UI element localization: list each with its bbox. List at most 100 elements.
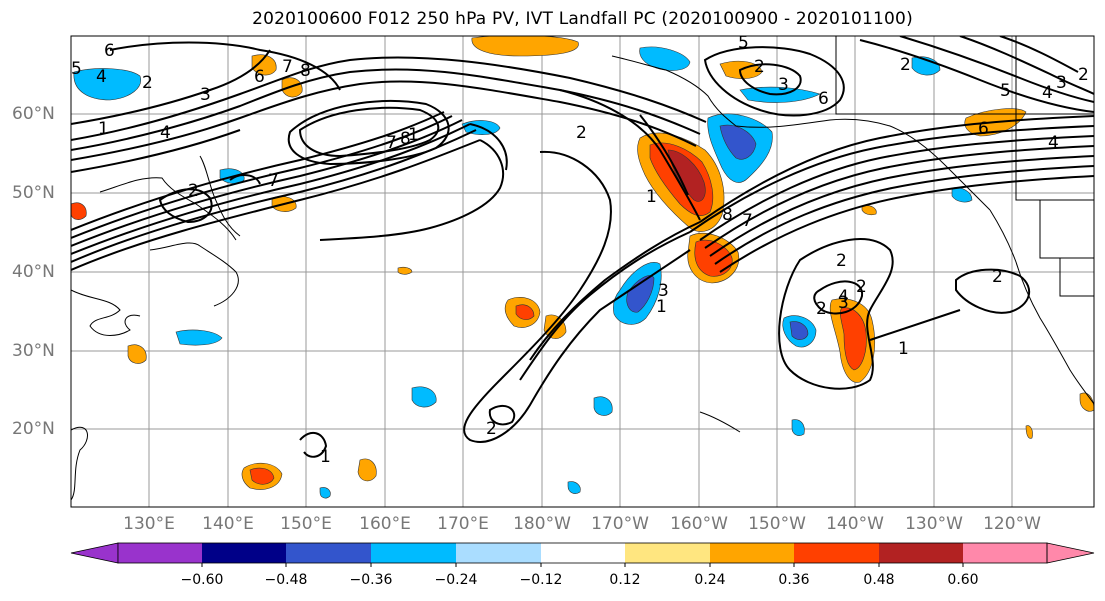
negative-patch (73, 68, 141, 101)
contour-label: 7 (282, 57, 293, 77)
contour-label: 2 (816, 299, 827, 319)
contour-label: 6 (818, 89, 829, 109)
colorbar-segment (710, 543, 794, 563)
lon-label: 170°W (591, 514, 649, 534)
colorbar-extend-high (1046, 542, 1095, 564)
positive-patch (861, 205, 877, 216)
map-title: 2020100600 F012 250 hPa PV, IVT Landfall… (252, 9, 913, 29)
positive-patch (127, 344, 147, 364)
contour-label: 6 (254, 67, 265, 87)
contour-label: 4 (160, 123, 171, 143)
contour-label: 2 (576, 123, 587, 143)
lat-label: 50°N (12, 183, 55, 203)
positive-patch (281, 77, 303, 98)
colorbar-tick-label: −0.48 (264, 572, 308, 588)
contour-label: 8 (400, 129, 411, 149)
contour-label: 2 (1078, 65, 1089, 85)
positive-patch (251, 54, 277, 76)
contour-label: 3 (838, 293, 849, 313)
colorbar-tick-label: 0.60 (947, 572, 979, 588)
colorbar-tick-label: 0.24 (694, 572, 726, 588)
positive-patch (840, 307, 867, 371)
colorbar-tick-label: 0.12 (609, 572, 641, 588)
lon-label: 170°E (437, 514, 489, 534)
lon-label: 150°W (748, 514, 806, 534)
negative-patch (791, 419, 805, 436)
contour-label: 3 (200, 85, 211, 105)
lon-label: 140°W (826, 514, 884, 534)
map-area: 6 4 2 5 3 1 4 6 7 8 7 8 2 1 7 8 2 3 5 6 … (71, 36, 1094, 507)
positive-patch (471, 36, 579, 57)
positive-patch (71, 202, 87, 220)
contour-label: 5 (1000, 81, 1011, 101)
contour-label: 1 (98, 119, 109, 139)
contour-label: 2 (836, 251, 847, 271)
contour-label: 3 (1056, 73, 1067, 93)
colorbar-extend-low (70, 542, 119, 564)
positive-patch (694, 239, 733, 277)
colorbar (70, 542, 1095, 567)
colorbar-segment (879, 543, 963, 563)
contour-label: 1 (408, 125, 419, 145)
contour-label: 2 (754, 57, 765, 77)
colorbar-ticks (201, 563, 964, 567)
lat-label: 60°N (12, 104, 55, 124)
contour-label: 1 (898, 339, 909, 359)
contour-label: 1 (646, 187, 657, 207)
contour-label: 2 (142, 73, 153, 93)
contour-label: 2 (992, 267, 1003, 287)
contour-label: 1 (656, 297, 667, 317)
contour-label: 6 (104, 41, 115, 61)
pv-contours (71, 36, 1094, 458)
lat-label: 20°N (12, 419, 55, 439)
lat-label: 30°N (12, 341, 55, 361)
positive-patch (515, 304, 535, 320)
negative-patch (639, 46, 691, 71)
colorbar-segment (963, 543, 1047, 563)
coastlines (71, 36, 1094, 501)
contour-label: 4 (1042, 83, 1053, 103)
positive-patch (249, 467, 275, 485)
negative-patch (567, 481, 581, 494)
colorbar-segment (202, 543, 286, 563)
contour-label: 8 (722, 205, 733, 225)
lat-label: 40°N (12, 262, 55, 282)
lon-label: 180°W (513, 514, 571, 534)
lon-label: 130°W (905, 514, 963, 534)
contour-label: 7 (742, 211, 753, 231)
lon-label: 140°E (202, 514, 254, 534)
contour-label: 8 (300, 61, 311, 81)
negative-patch (593, 396, 613, 416)
colorbar-segment (625, 543, 710, 563)
positive-patch (397, 266, 413, 275)
colorbar-tick-label: −0.36 (349, 572, 393, 588)
contour-label: 3 (658, 281, 669, 301)
negative-patch (719, 124, 757, 160)
contour-labels: 6 4 2 5 3 1 4 6 7 8 7 8 2 1 7 8 2 3 5 6 … (71, 36, 1089, 467)
positive-patch (667, 149, 706, 202)
negative-patch (626, 275, 655, 313)
contour-label: 1 (320, 447, 331, 467)
contour-label: 4 (1048, 133, 1059, 153)
contour-label: 4 (838, 287, 849, 307)
colorbar-segment (456, 543, 541, 563)
negative-patch (319, 487, 331, 499)
contour-label: 2 (856, 277, 867, 297)
colorbar-segment (118, 543, 202, 563)
contour-label: 2 (486, 419, 497, 439)
negative-patch (411, 386, 437, 408)
lon-label: 150°E (280, 514, 332, 534)
colorbar-segment (541, 543, 625, 563)
contour-label: 2 (900, 55, 911, 75)
colorbar-tick-label: 0.36 (778, 572, 810, 588)
contour-label: 7 (268, 171, 279, 191)
contour-label: 5 (71, 59, 82, 79)
contour-label: 6 (978, 119, 989, 139)
contour-label: 2 (188, 181, 199, 201)
colorbar-segment (371, 543, 456, 563)
colorbar-tick-label: −0.24 (434, 572, 478, 588)
lon-label: 120°W (983, 514, 1041, 534)
colorbar-tick-label: −0.12 (519, 572, 563, 588)
contour-label: 7 (386, 133, 397, 153)
